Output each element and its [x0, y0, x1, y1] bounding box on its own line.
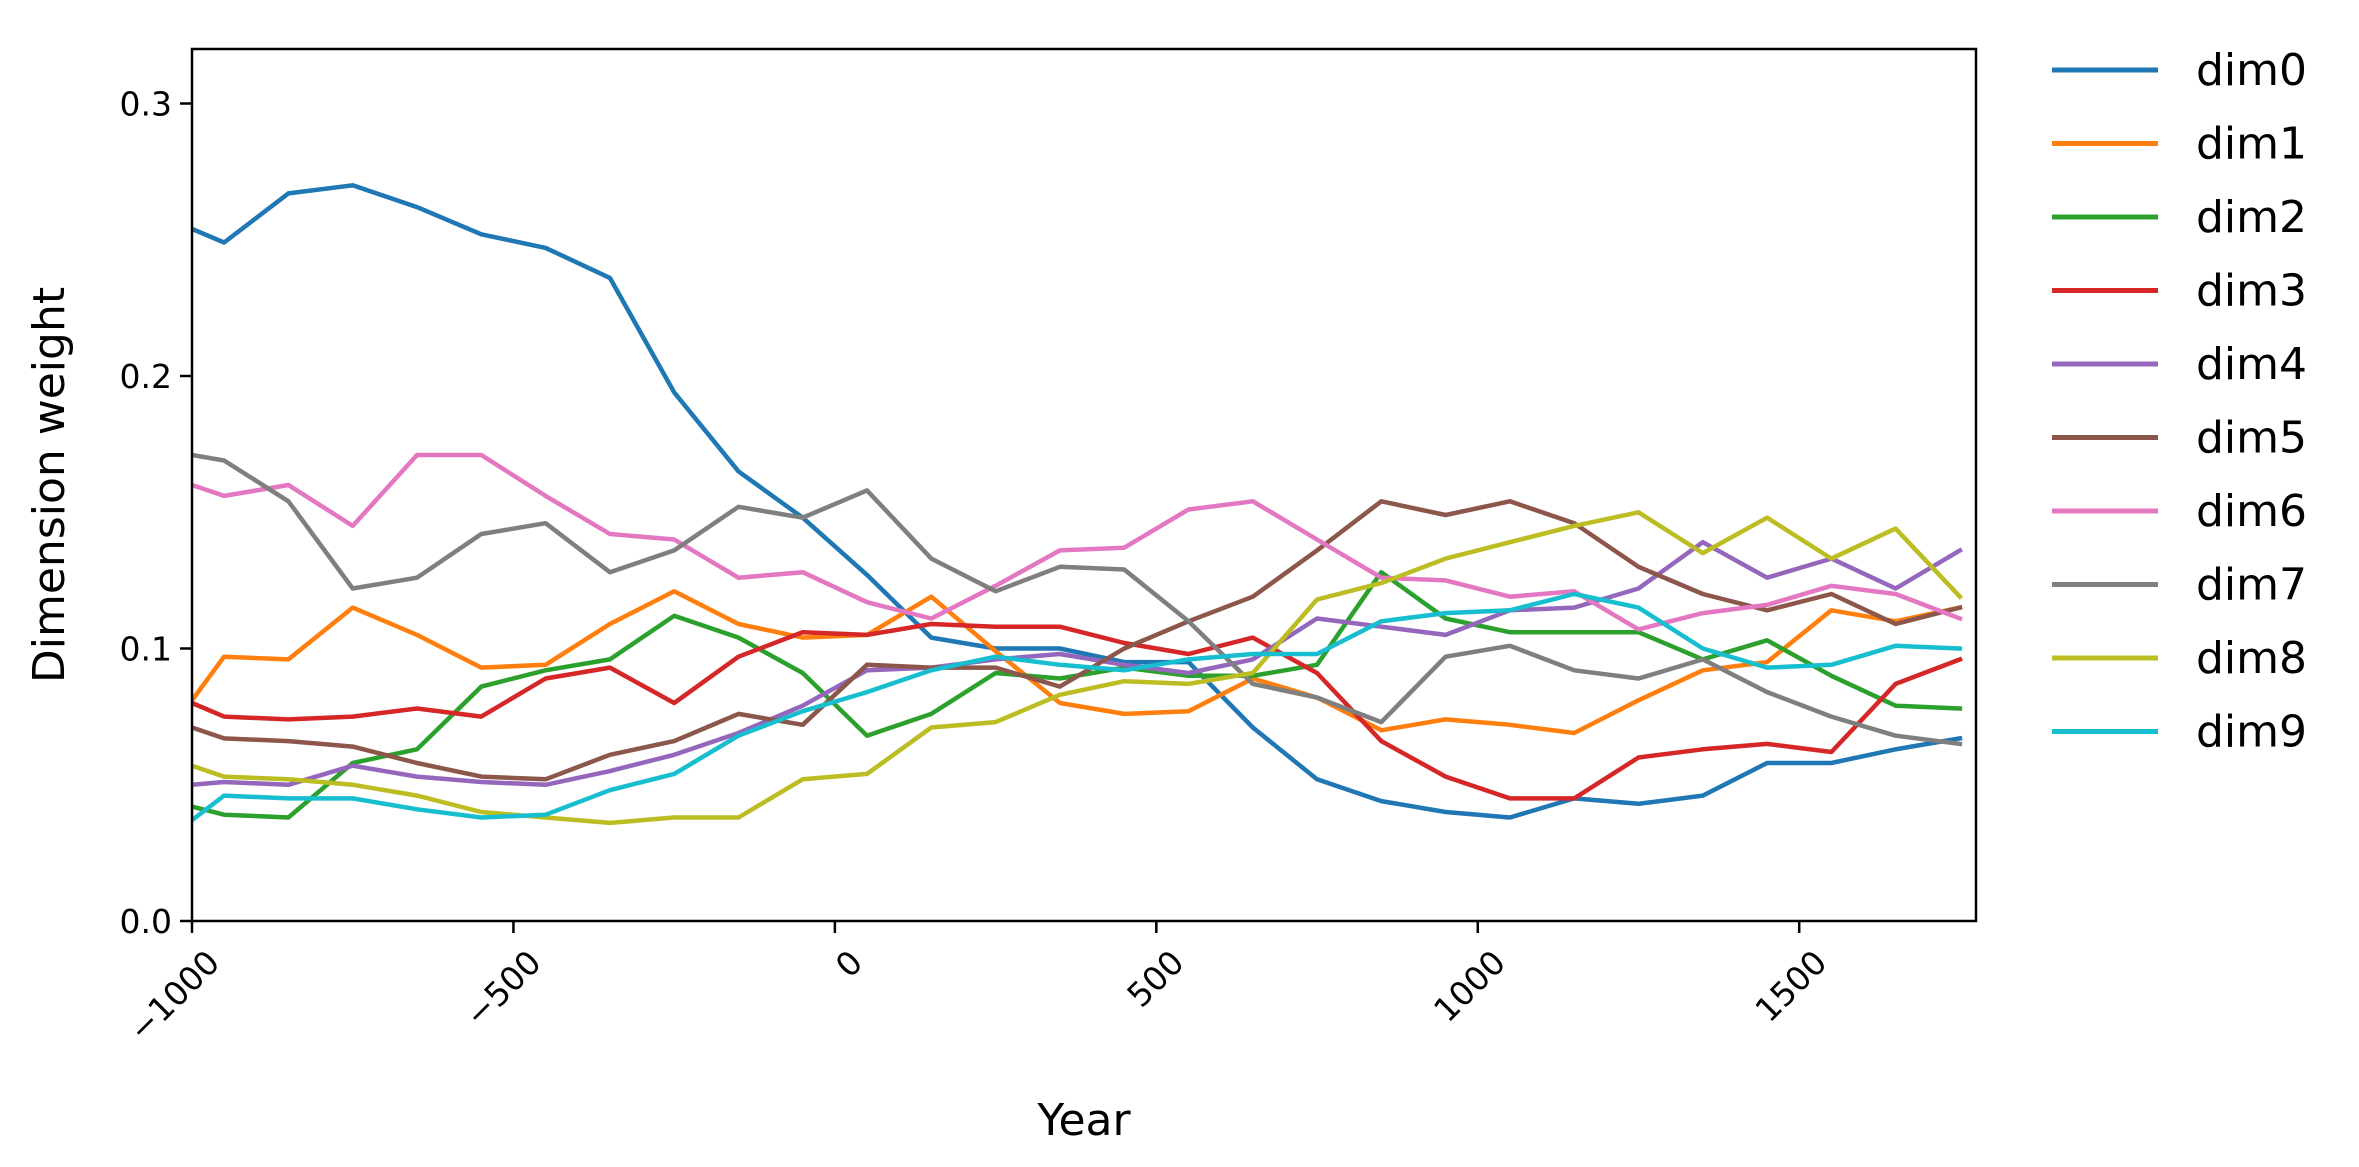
- y-tick-label: 0.3: [120, 85, 172, 124]
- series-line-dim3: [192, 621, 1963, 801]
- series-line-dim5: [192, 499, 1963, 782]
- series-line-dim4: [192, 539, 1963, 788]
- series-line-dim9: [192, 591, 1963, 824]
- legend-label-dim8: dim8: [2196, 633, 2307, 684]
- legend-label-dim5: dim5: [2196, 413, 2307, 464]
- series-line-dim6: [192, 452, 1963, 632]
- y-tick-label: 0.2: [120, 357, 172, 396]
- plot-frame: [190, 47, 1978, 923]
- series-line-dim7: [192, 452, 1963, 747]
- y-axis: 0.0 0.1 0.2 0.3: [120, 85, 192, 941]
- legend: dim0 dim1 dim2 dim3 dim4 dim5 dim6 dim7 dim8 dim9: [2052, 45, 2307, 758]
- x-axis-title: Year: [1036, 1095, 1131, 1146]
- series-line-dim0: [192, 183, 1963, 820]
- series-layer: [192, 183, 1964, 826]
- series-line-dim2: [192, 569, 1963, 820]
- legend-label-dim3: dim3: [2196, 266, 2307, 317]
- series-line-dim8: [192, 510, 1964, 826]
- legend-label-dim1: dim1: [2196, 119, 2307, 170]
- legend-label-dim4: dim4: [2196, 339, 2307, 390]
- legend-label-dim0: dim0: [2196, 45, 2307, 96]
- legend-label-dim9: dim9: [2196, 707, 2307, 758]
- y-axis-title: Dimension weight: [24, 287, 75, 683]
- legend-label-dim6: dim6: [2196, 486, 2307, 537]
- legend-label-dim7: dim7: [2196, 560, 2307, 611]
- y-tick-label: 0.1: [120, 630, 172, 669]
- series-line-dim1: [192, 589, 1963, 736]
- y-tick-label: 0.0: [120, 902, 172, 941]
- legend-label-dim2: dim2: [2196, 192, 2307, 243]
